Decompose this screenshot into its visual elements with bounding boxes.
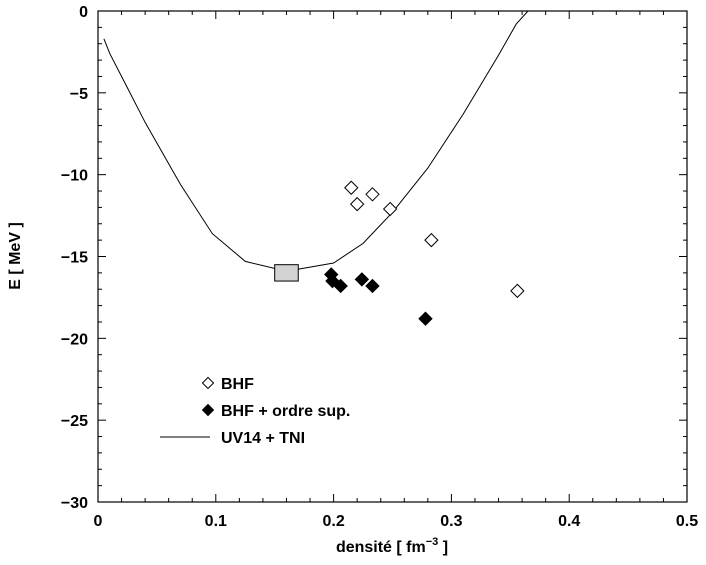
point-bhf-ordre-sup — [354, 272, 370, 287]
point-bhf-ordre-sup — [365, 278, 380, 294]
x-tick-label: 0.4 — [558, 513, 580, 530]
y-axis-label: E [ MeV ] — [7, 222, 24, 290]
curve-layer — [103, 10, 529, 272]
point-bhf — [510, 283, 525, 299]
legend-entry-label: BHF + ordre sup. — [221, 403, 350, 420]
y-tick-label: −20 — [61, 331, 88, 348]
point-bhf — [344, 180, 359, 195]
x-tick-label: 0.3 — [440, 513, 462, 530]
annotation-layer — [274, 264, 299, 282]
legend-diamond-swatch — [201, 376, 215, 390]
tick-labels: 0 0.1 0.2 0.3 0.4 0.5 0 −5 −10 −15 −20 −25 −30 — [61, 4, 698, 530]
y-tick-label: −15 — [61, 250, 88, 267]
y-tick-label: −25 — [61, 413, 88, 430]
series-line-uv14-tni — [103, 10, 529, 272]
x-tick-label: 0.1 — [205, 513, 227, 530]
legend: BHF BHF + ordre sup. UV14 + TNI — [160, 376, 350, 447]
x-tick-label: 0 — [94, 513, 103, 530]
y-tick-label: −10 — [61, 168, 88, 185]
point-bhf-ordre-sup — [333, 278, 348, 294]
point-bhf — [424, 232, 439, 248]
marker-layer — [324, 180, 525, 326]
point-bhf — [382, 201, 398, 217]
y-tick-label: −5 — [70, 86, 88, 103]
point-bhf-ordre-sup — [418, 311, 433, 326]
saturation-box — [274, 264, 299, 282]
legend-entry-label: BHF — [221, 376, 254, 393]
legend-entry-label: UV14 + TNI — [221, 430, 305, 447]
axis-ticks — [97, 10, 688, 503]
plot-frame — [97, 10, 688, 503]
x-axis-label: densité [ fm−3 ] — [336, 536, 448, 556]
legend-diamond-swatch — [201, 403, 215, 417]
point-bhf — [349, 196, 365, 212]
y-tick-label: 0 — [79, 4, 88, 21]
point-bhf — [365, 187, 380, 202]
y-tick-label: −30 — [61, 495, 88, 512]
x-tick-label: 0.2 — [322, 513, 344, 530]
x-tick-label: 0.5 — [676, 513, 698, 530]
